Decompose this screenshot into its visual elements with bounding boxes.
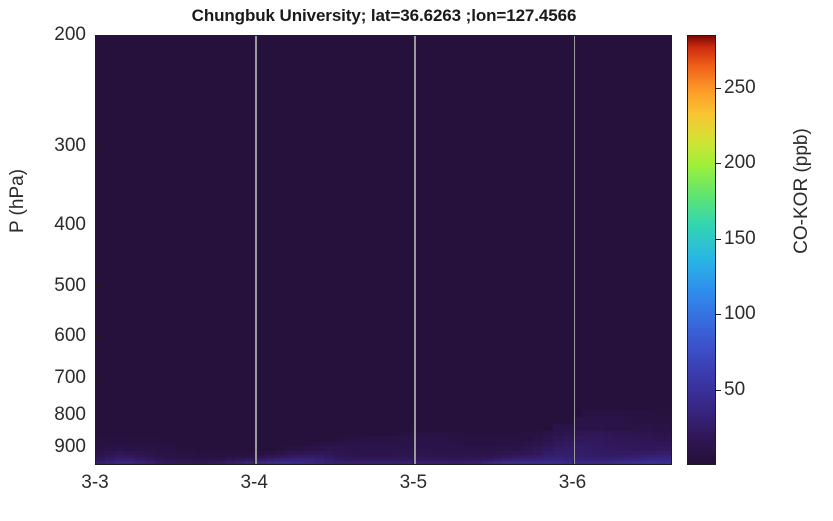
colorbar-tick-label: 50	[724, 378, 746, 400]
y-tick-mark	[95, 415, 101, 417]
colorbar-tick-label: 150	[724, 227, 756, 249]
y-tick-label: 700	[54, 367, 86, 389]
y-axis-label: P (hPa)	[7, 168, 28, 234]
y-tick-label: 500	[54, 275, 86, 297]
x-tick-mark	[413, 460, 415, 465]
colorbar-tick-mark	[716, 389, 721, 391]
y-tick-label: 300	[54, 135, 86, 157]
page-title: Chungbuk University; lat=36.6263 ;lon=12…	[191, 6, 577, 25]
y-tick-label: 800	[54, 404, 86, 426]
colorbar-axes[interactable]	[687, 35, 716, 465]
heatmap-axes[interactable]	[95, 35, 672, 465]
gridline-day	[414, 36, 416, 464]
y-tick-mark	[95, 146, 101, 148]
x-tick-label: 3-5	[399, 472, 428, 493]
y-tick-mark	[95, 225, 101, 226]
colorbar-tick-label: 100	[724, 303, 756, 325]
x-tick-label: 3-6	[558, 472, 587, 493]
colorbar-tick-mark	[716, 87, 721, 89]
colorbar-tick-mark	[716, 163, 721, 165]
gridline-day	[255, 36, 257, 464]
colorbar-raster	[688, 36, 715, 464]
y-tick-mark	[95, 286, 101, 288]
colorbar-tick-label: 200	[724, 152, 756, 174]
gridline-day	[573, 36, 576, 464]
y-tick-label: 200	[54, 24, 86, 45]
colorbar-tick-mark	[716, 238, 721, 240]
y-tick-mark	[95, 447, 101, 449]
y-tick-label: 600	[54, 325, 86, 347]
y-tick-mark	[95, 35, 101, 36]
colorbar-tick-label: 250	[724, 76, 756, 98]
x-tick-mark	[572, 460, 574, 465]
colorbar-label: CO-KOR (ppb)	[791, 128, 812, 254]
y-tick-mark	[95, 336, 101, 338]
colorbar-tick-mark	[716, 314, 721, 316]
y-tick-mark	[95, 378, 101, 380]
x-tick-label: 3-3	[81, 472, 109, 493]
heatmap-raster	[96, 36, 671, 464]
y-tick-label: 400	[54, 214, 86, 235]
x-tick-mark	[254, 460, 256, 465]
y-tick-label: 900	[54, 436, 86, 458]
x-tick-label: 3-4	[240, 472, 268, 493]
